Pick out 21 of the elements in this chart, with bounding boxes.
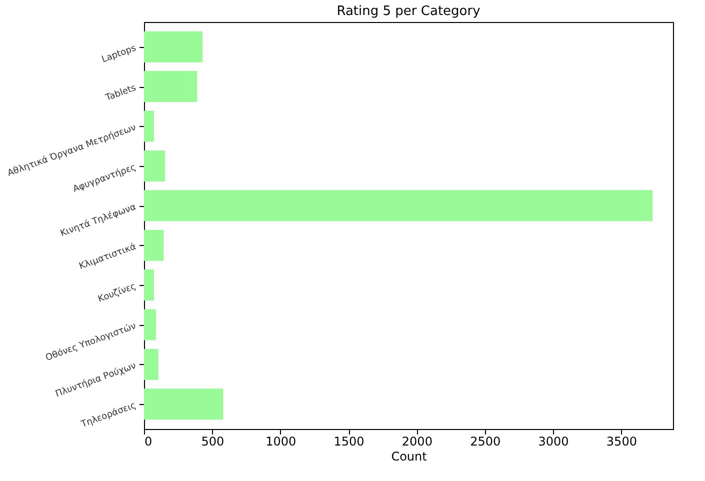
bar (144, 150, 165, 182)
bar (144, 348, 158, 380)
x-axis-title: Count (391, 450, 428, 464)
bar (144, 71, 198, 102)
bar (144, 230, 164, 261)
x-tick-label: 2000 (402, 434, 432, 448)
x-tick-label: 500 (201, 434, 224, 448)
bar (144, 31, 203, 62)
x-tick-label: 0 (144, 434, 152, 448)
x-tick-label: 2500 (470, 434, 501, 448)
chart-title: Rating 5 per Category (336, 4, 481, 19)
x-tick-label: 1000 (266, 434, 296, 448)
bar (144, 110, 154, 142)
x-tick-label: 1500 (334, 434, 364, 448)
bar (144, 270, 154, 301)
x-tick-label: 3500 (606, 434, 637, 448)
bar (144, 309, 156, 340)
x-tick-label: 3000 (538, 434, 569, 448)
bar (144, 190, 653, 222)
y-tick-label: Tablets (104, 83, 138, 104)
bar (144, 388, 224, 420)
